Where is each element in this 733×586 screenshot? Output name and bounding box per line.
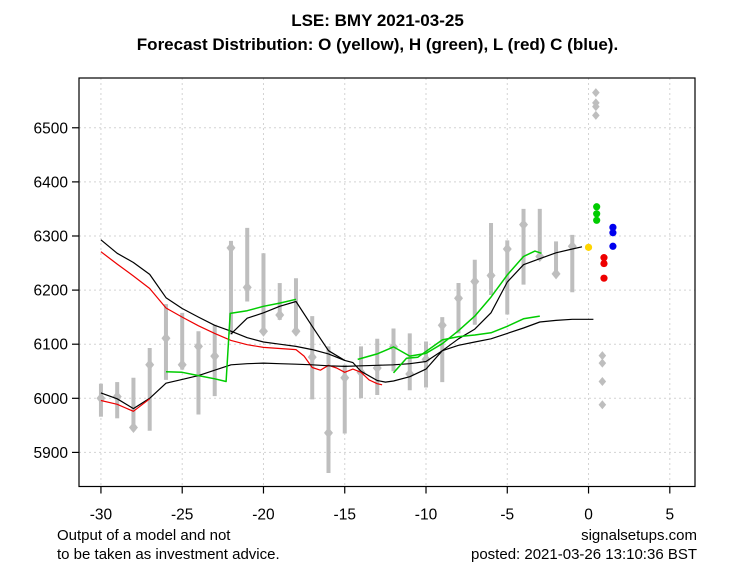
disclaimer-line2: to be taken as investment advice. xyxy=(57,546,280,563)
forecast-dot-close-forecast-blue xyxy=(609,242,617,250)
close-diamond-dot xyxy=(372,362,382,374)
close-diamond-dot xyxy=(519,219,529,231)
plot-frame xyxy=(78,77,696,488)
forecast-dot-gray-low-outliers xyxy=(598,400,607,410)
close-diamond-dot xyxy=(454,292,464,304)
close-diamond-dot xyxy=(145,359,155,371)
close-diamond-dot xyxy=(193,340,203,352)
y-tick-label: 6200 xyxy=(34,283,69,300)
close-diamond-dot xyxy=(437,319,447,331)
close-diamond-dot xyxy=(210,350,220,362)
x-tick-label: -5 xyxy=(500,507,514,524)
close-diamond-dot xyxy=(226,242,236,254)
series-red-history xyxy=(100,398,151,412)
x-tick-label: 5 xyxy=(665,507,674,524)
close-diamond-dot xyxy=(128,422,138,434)
forecast-dot-low-forecast-red xyxy=(600,259,608,268)
chart-subtitle: Forecast Distribution: O (yellow), H (gr… xyxy=(136,35,619,54)
forecast-dot-high-forecast-green xyxy=(593,216,601,224)
forecast-dot-high-forecast-green xyxy=(593,210,601,218)
close-diamond-dot xyxy=(258,325,268,337)
x-tick-label: -30 xyxy=(90,507,113,524)
x-tick-label: -15 xyxy=(334,507,356,524)
x-tick-label: -10 xyxy=(415,507,438,524)
series-black-history xyxy=(100,318,594,410)
close-diamond-dot xyxy=(177,359,187,371)
close-diamond-dot xyxy=(486,269,496,281)
forecast-dot-gray-low-outliers xyxy=(598,351,607,361)
series-black-peak xyxy=(230,300,346,361)
forecast-dot-open-forecast-yellow xyxy=(584,243,593,251)
x-tick-label: 0 xyxy=(584,507,593,524)
forecast-dot-low-forecast-red xyxy=(600,274,608,282)
close-diamond-dot xyxy=(161,332,171,344)
y-tick-label: 6100 xyxy=(34,337,69,354)
forecast-dot-gray-high-outliers xyxy=(592,88,600,98)
close-diamond-dot xyxy=(470,275,480,287)
close-diamond-dot xyxy=(291,325,301,337)
series-black-forecast xyxy=(100,239,583,383)
y-tick-label: 6000 xyxy=(34,391,69,408)
forecast-dot-low-forecast-red xyxy=(600,254,608,262)
forecast-dot-gray-low-outliers xyxy=(598,358,607,368)
series-green-high-forecast xyxy=(357,250,542,361)
posted-timestamp: posted: 2021-03-26 13:10:36 BST xyxy=(471,546,697,563)
chart-title: LSE: BMY 2021-03-25 xyxy=(291,11,464,30)
y-tick-label: 5900 xyxy=(34,445,69,462)
y-tick-label: 6500 xyxy=(34,120,69,137)
series-green-low-forecast xyxy=(392,315,540,374)
close-diamond-dot xyxy=(323,427,333,439)
forecast-dot-gray-low-outliers xyxy=(598,377,607,387)
close-diamond-dot xyxy=(112,391,122,403)
close-diamond-dot xyxy=(307,351,317,363)
forecast-dot-high-forecast-green xyxy=(593,203,601,211)
y-tick-label: 6400 xyxy=(34,174,69,191)
site-name: signalsetups.com xyxy=(581,527,697,544)
x-tick-label: -20 xyxy=(252,507,275,524)
y-tick-label: 6300 xyxy=(34,228,69,245)
forecast-dot-close-forecast-blue xyxy=(609,223,617,231)
disclaimer-line1: Output of a model and not xyxy=(57,527,231,544)
close-diamond-dot xyxy=(275,309,285,321)
forecast-dot-gray-high-outliers xyxy=(592,110,600,120)
close-diamond-dot xyxy=(502,243,512,255)
x-tick-label: -25 xyxy=(171,507,193,524)
series-red-forecast xyxy=(100,251,383,386)
close-diamond-dot xyxy=(551,268,561,280)
forecast-dot-close-forecast-blue xyxy=(609,229,617,237)
forecast-dot-gray-high-outliers xyxy=(592,102,600,112)
series-green-peak xyxy=(165,298,297,383)
close-diamond-dot xyxy=(340,372,350,384)
close-diamond-dot xyxy=(242,281,252,293)
